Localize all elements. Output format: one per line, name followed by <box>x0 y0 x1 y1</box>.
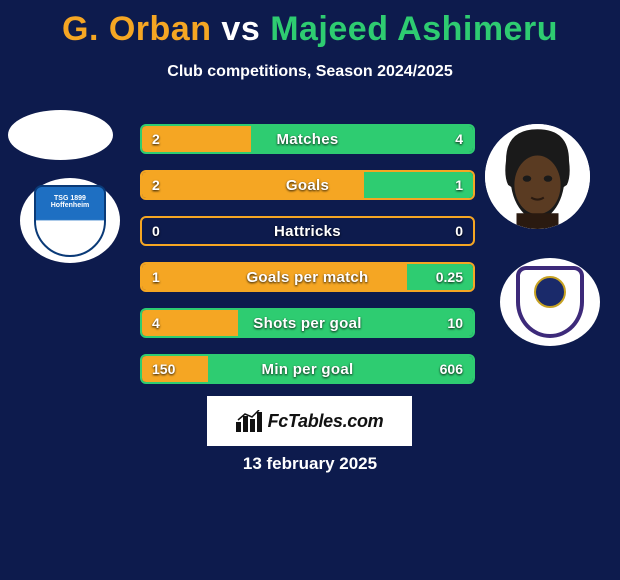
stat-label: Goals <box>142 172 473 198</box>
stats-container: 24Matches 21Goals 00Hattricks 10.25Goals pe… <box>140 124 475 400</box>
comparison-title: G. Orban vs Majeed Ashimeru <box>0 0 620 49</box>
stat-row: 410Shots per goal <box>140 308 475 338</box>
player1-club-badge: TSG 1899Hoffenheim <box>20 178 120 263</box>
stat-row: 10.25Goals per match <box>140 262 475 292</box>
player2-club-badge <box>500 258 600 346</box>
anderlecht-shield <box>516 266 584 338</box>
player1-name: G. Orban <box>62 10 211 48</box>
anderlecht-inner-circle <box>534 276 566 308</box>
player1-avatar <box>8 110 113 160</box>
player2-name: Majeed Ashimeru <box>270 10 558 48</box>
stat-row: 00Hattricks <box>140 216 475 246</box>
vs-text: vs <box>221 10 260 48</box>
date-text: 13 february 2025 <box>0 454 620 474</box>
club-left-label: TSG 1899Hoffenheim <box>36 195 104 210</box>
subtitle: Club competitions, Season 2024/2025 <box>0 63 620 81</box>
stat-row: 150606Min per goal <box>140 354 475 384</box>
stat-label: Hattricks <box>142 218 473 244</box>
stat-row: 24Matches <box>140 124 475 154</box>
branding-box: FcTables.com <box>207 396 412 446</box>
player2-avatar <box>485 124 590 229</box>
stat-row: 21Goals <box>140 170 475 200</box>
stat-label: Matches <box>142 126 473 152</box>
hoffenheim-shield: TSG 1899Hoffenheim <box>34 185 106 257</box>
branding-text: FcTables.com <box>268 411 384 432</box>
branding-chart-icon <box>236 410 262 432</box>
stat-label: Goals per match <box>142 264 473 290</box>
stat-label: Shots per goal <box>142 310 473 336</box>
stat-label: Min per goal <box>142 356 473 382</box>
